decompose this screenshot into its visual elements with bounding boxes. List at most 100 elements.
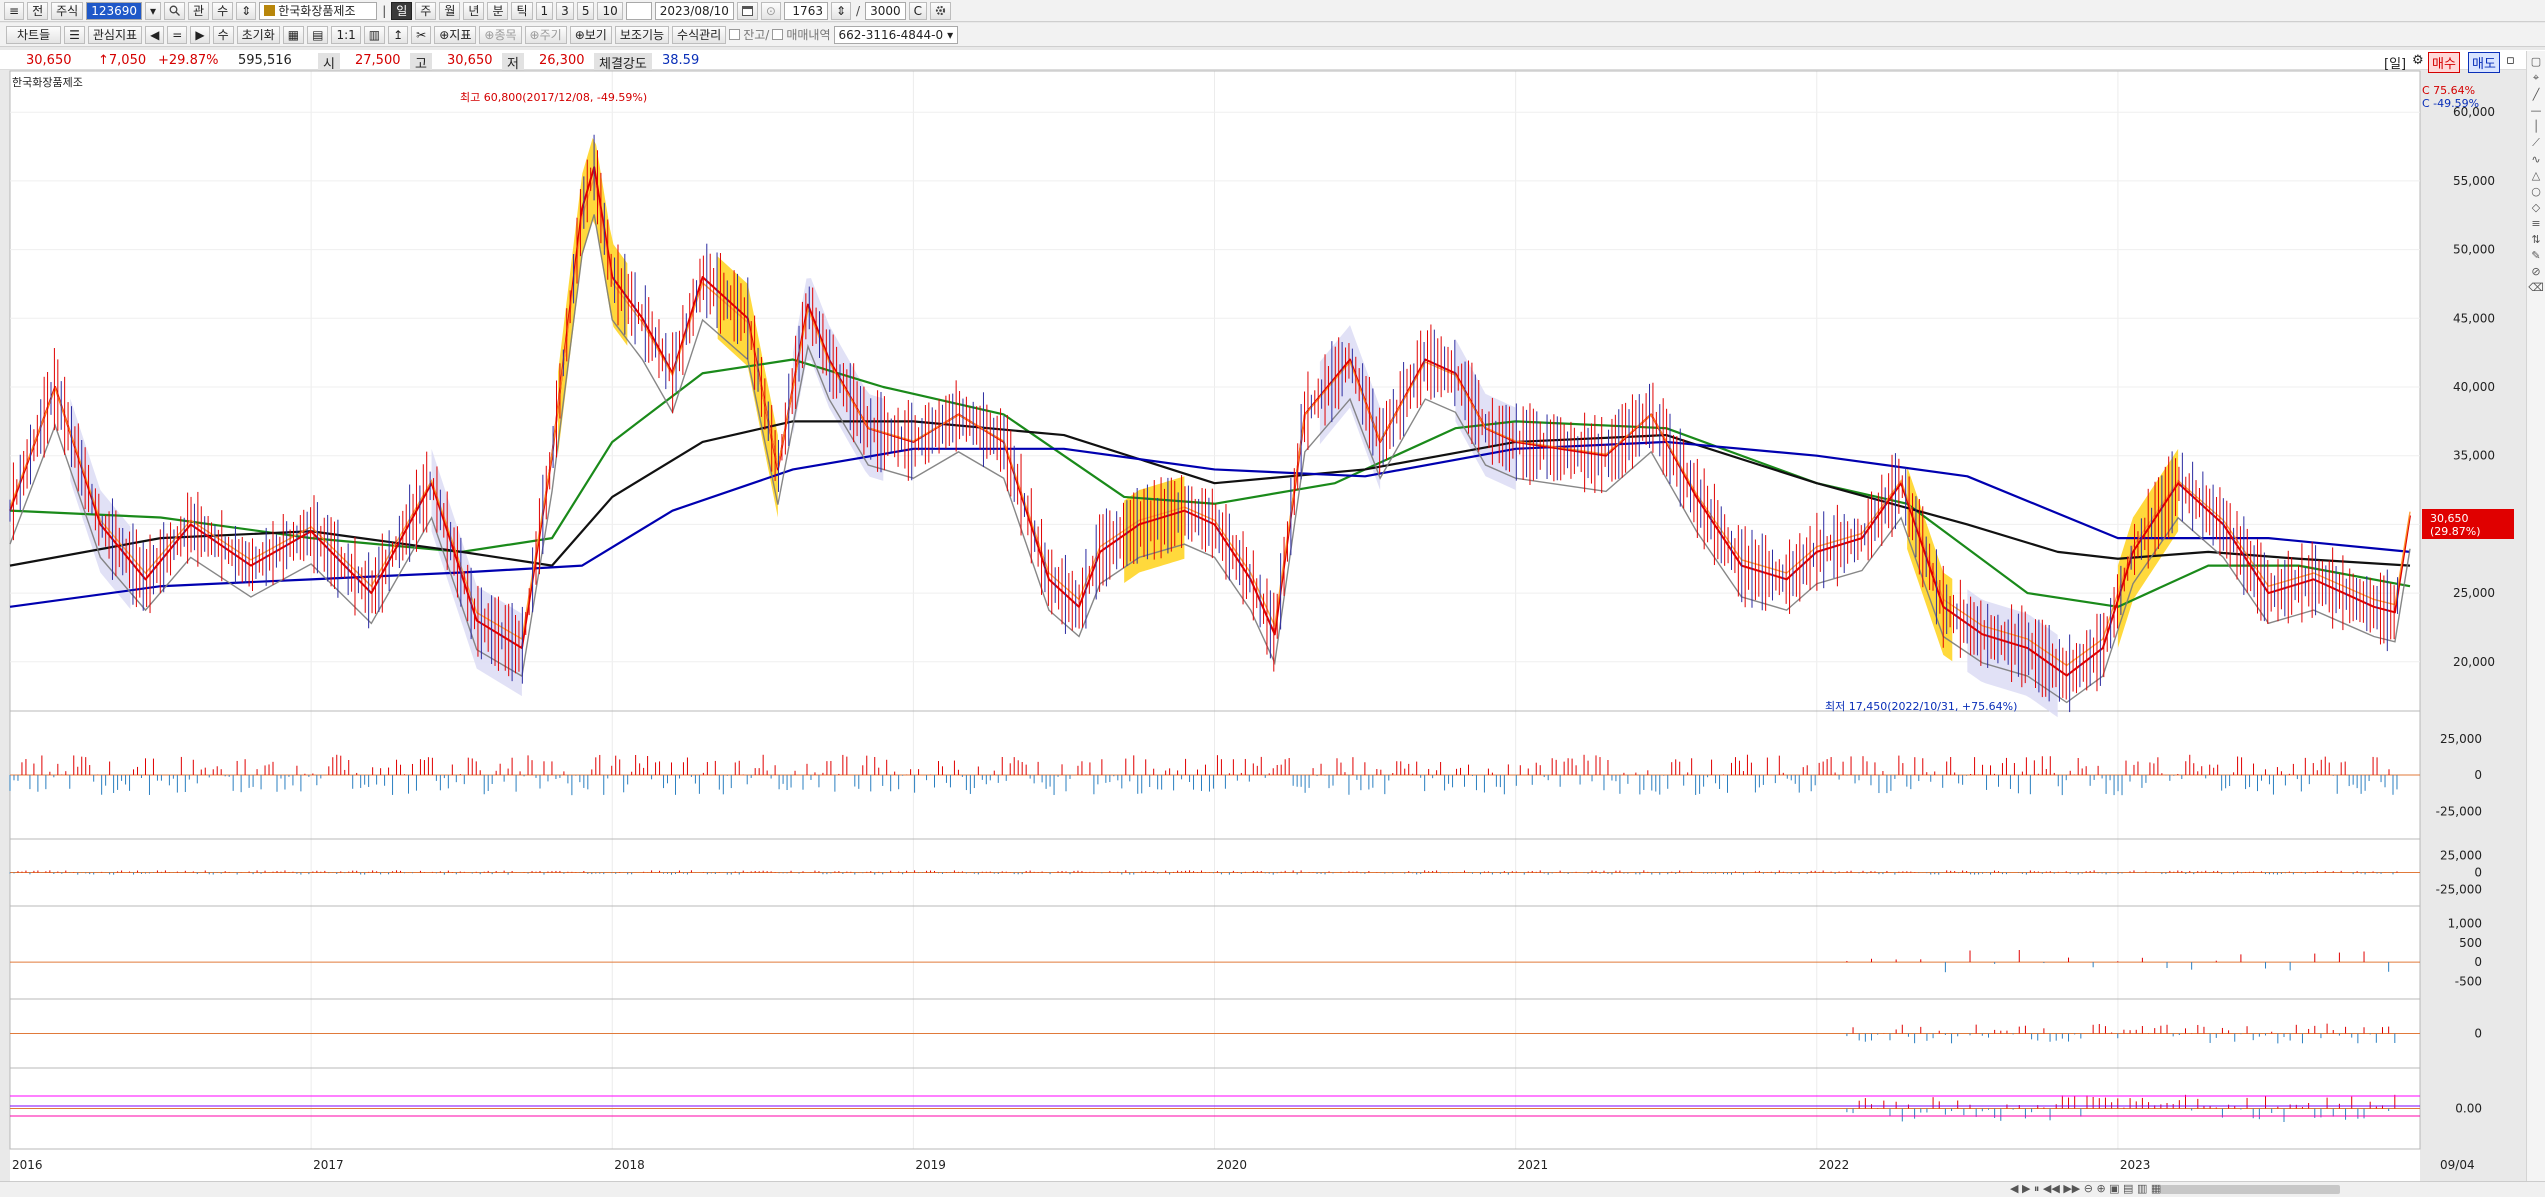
tab-weekly[interactable]: 주 <box>415 1 437 20</box>
high-annotation: 최고 60,800(2017/12/08, -49.59%) <box>460 91 647 104</box>
tool-icon[interactable]: │ <box>2532 120 2540 133</box>
date-input[interactable]: 2023/08/10 <box>654 1 734 20</box>
tool-icon[interactable]: ⊘ <box>2531 265 2541 278</box>
company-name-field[interactable]: 한국화장품제조 <box>259 1 378 20</box>
add-icon: ⊕ <box>484 27 495 42</box>
ichimoku-cloud <box>558 137 628 455</box>
scissor-button[interactable]: ✂ <box>411 25 432 44</box>
code-dropdown[interactable]: ▾ <box>145 1 162 20</box>
trade-history-checkbox[interactable]: 매매내역 <box>772 26 831 43</box>
tool-icon[interactable]: ⟋ <box>2532 136 2540 149</box>
watch-indicator-button[interactable]: 관심지표 <box>87 25 143 44</box>
calendar-icon <box>741 6 753 16</box>
x-tick-label: 09/04 <box>2440 1158 2475 1172</box>
second-toolbar: 차트들 ☰ 관심지표 ◀ = ▶ 수 초기화 ▦ ▤ 1:1 ▥ ↥ ✂ ⊕ 지표… <box>0 23 2545 47</box>
tab-tick[interactable]: 틱 <box>511 1 533 20</box>
x-tick-label: 2018 <box>614 1158 645 1172</box>
tool-icon[interactable]: ○ <box>2531 185 2541 198</box>
item-button[interactable]: ⊕ 종목 <box>479 25 522 44</box>
search-button[interactable] <box>164 1 186 20</box>
tool-icon[interactable]: ✎ <box>2531 249 2541 262</box>
formula-manage-button[interactable]: 수식관리 <box>672 25 727 44</box>
grid-view-button[interactable]: ▦ <box>282 25 305 44</box>
rewind-button[interactable]: ◀ <box>145 25 165 44</box>
tab-minute[interactable]: 분 <box>487 1 509 20</box>
table-view-button[interactable]: ▤ <box>307 25 329 44</box>
numeric-button[interactable]: 수 <box>212 1 234 20</box>
quote-info-bar: 30,650 ↑7,050 +29.87% 595,516 시 27,500 고… <box>0 50 2545 73</box>
layout-icon: ▥ <box>368 27 381 42</box>
right-c-red: C 75.64% <box>2422 84 2475 97</box>
indicator-button[interactable]: ⊕ 지표 <box>434 25 477 44</box>
stepper-icon: ⇕ <box>241 3 252 18</box>
count-stepper[interactable]: ⇕ <box>830 1 852 20</box>
gear-icon[interactable]: ⚙ <box>2412 53 2424 68</box>
view-button[interactable]: ⊕ 보기 <box>569 25 612 44</box>
stock-type-button[interactable]: 주식 <box>51 1 84 20</box>
tool-icon[interactable]: ⇅ <box>2531 233 2541 246</box>
next-button[interactable]: ▶ <box>190 25 210 44</box>
list-icon-button[interactable]: ☰ <box>64 25 85 44</box>
balance-checkbox[interactable]: 잔고/ <box>729 26 769 43</box>
drawing-tool-strip: ▢ ⌖ ╱ — │ ⟋ ∿ △ ○ ◇ ≡ ⇅ ✎ ⊘ ⌫ <box>2526 51 2545 1186</box>
layout-button[interactable]: ▥ <box>363 25 386 44</box>
market-button[interactable]: 전 <box>27 1 49 20</box>
tool-icon[interactable]: ▢ <box>2530 55 2542 68</box>
cycle-button[interactable]: ⊕ 주기 <box>524 25 567 44</box>
buy-button[interactable]: 매수 <box>2428 52 2460 73</box>
reset-button[interactable]: 초기화 <box>236 25 280 44</box>
settings-button[interactable] <box>930 1 952 20</box>
right-c-blue: C -49.59% <box>2422 97 2479 110</box>
chevron-down-icon: ▾ <box>150 3 157 18</box>
pin-button[interactable]: ↥ <box>388 25 409 44</box>
short-ma-line <box>9 214 2411 704</box>
numeric-button[interactable]: 수 <box>212 25 234 44</box>
pin-icon: ↥ <box>393 27 404 42</box>
tool-icon[interactable]: ⌫ <box>2528 281 2544 294</box>
equal-button[interactable]: = <box>167 25 188 44</box>
scroll-controls: ◀ ▶ ⏸ ◀◀ ▶▶ ⊖ ⊕ ▣ ▤ ▥ ▦ <box>2010 1182 2162 1195</box>
lock-button[interactable]: ⊙ <box>760 1 781 20</box>
tool-icon[interactable]: ∿ <box>2531 153 2541 166</box>
horizontal-scrollbar[interactable]: ◀ ▶ ⏸ ◀◀ ▶▶ ⊖ ⊕ ▣ ▤ ▥ ▦ <box>0 1181 2545 1197</box>
calendar-button[interactable] <box>736 1 758 20</box>
add-icon: ⊕ <box>529 27 540 42</box>
interval-3[interactable]: 3 <box>556 1 574 20</box>
tool-icon[interactable]: ◇ <box>2531 201 2541 214</box>
tool-icon[interactable]: ≡ <box>2531 217 2541 230</box>
chart-area[interactable]: 20,00025,00030,00035,00040,00045,00050,0… <box>9 70 2514 1181</box>
count-input[interactable]: 1763 <box>783 1 828 20</box>
sub-y-tick: 0 <box>2474 955 2482 969</box>
watch-button[interactable]: 관 <box>188 1 210 20</box>
interval-10[interactable]: 10 <box>597 1 623 20</box>
interval-5[interactable]: 5 <box>576 1 595 20</box>
close-icon[interactable]: ▫ <box>2506 53 2515 68</box>
tool-icon[interactable]: — <box>2530 104 2542 117</box>
menu-button[interactable]: ≡ <box>4 1 25 20</box>
chart-title: 한국화장품제조 <box>12 76 83 89</box>
tool-icon[interactable]: ⌖ <box>2532 71 2540 84</box>
aux-function-button[interactable]: 보조기능 <box>614 25 670 44</box>
ratio-button[interactable]: 1:1 <box>331 25 361 44</box>
interval-custom-input[interactable] <box>625 1 652 20</box>
y-tick-label: 35,000 <box>2453 449 2495 463</box>
max-count-input[interactable]: 3000 <box>865 1 906 20</box>
low-annotation: 최저 17,450(2022/10/31, +75.64%) <box>1825 700 2017 713</box>
tool-icon[interactable]: △ <box>2531 169 2541 182</box>
account-select[interactable]: 662-3116-4844-0 ▾ <box>833 25 959 44</box>
refresh-button[interactable]: C <box>908 1 928 20</box>
tab-daily[interactable]: 일 <box>391 1 413 20</box>
period-badge: [일] <box>2384 57 2407 72</box>
chart-list-button[interactable]: 차트들 <box>6 25 62 44</box>
stepper-button[interactable]: ⇕ <box>236 1 257 20</box>
stepper-icon: ⇕ <box>835 3 847 18</box>
tab-monthly[interactable]: 월 <box>439 1 461 20</box>
code-input[interactable]: 123690 <box>86 1 143 20</box>
sell-button[interactable]: 매도 <box>2468 52 2500 73</box>
x-tick-label: 2023 <box>2120 1158 2151 1172</box>
tab-yearly[interactable]: 년 <box>463 1 485 20</box>
price-chart[interactable]: 20,00025,00030,00035,00040,00045,00050,0… <box>9 70 2520 1181</box>
tool-icon[interactable]: ╱ <box>2532 88 2540 101</box>
interval-1[interactable]: 1 <box>535 1 554 20</box>
scroll-thumb[interactable] <box>2160 1185 2340 1194</box>
